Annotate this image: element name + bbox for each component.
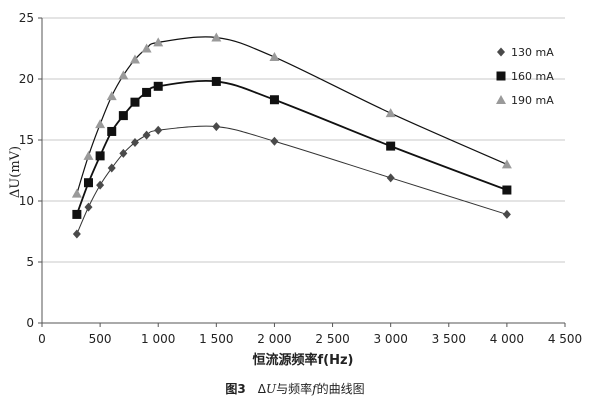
y-tick-label-4: 20 xyxy=(19,72,34,86)
caption-u-symbol: U xyxy=(265,382,277,396)
legend: 130 mA 160 mA 190 mA xyxy=(496,46,554,107)
legend-label-1: 160 mA xyxy=(511,70,554,83)
data-point-s2-8 xyxy=(211,32,222,42)
data-point-s1-11 xyxy=(502,185,512,195)
x-tick-label-7: 3 500 xyxy=(432,332,466,346)
data-point-s0-10 xyxy=(386,173,395,183)
caption-f-symbol: f xyxy=(312,382,317,396)
legend-marker-0 xyxy=(497,47,505,57)
x-tick-label-5: 2 500 xyxy=(315,332,349,346)
data-point-s2-11 xyxy=(501,159,512,169)
chart-background xyxy=(0,0,590,378)
data-point-s0-4 xyxy=(119,148,128,158)
legend-marker-2 xyxy=(496,95,506,104)
data-point-s1-1 xyxy=(83,178,93,188)
data-point-s0-11 xyxy=(502,209,511,219)
x-tick-label-4: 2 000 xyxy=(257,332,291,346)
data-point-s1-4 xyxy=(118,111,128,121)
data-point-s1-3 xyxy=(107,126,117,136)
data-point-s1-5 xyxy=(130,97,140,107)
data-point-s0-0 xyxy=(72,229,81,239)
data-point-s2-5 xyxy=(129,54,140,64)
x-tick-label-0: 0 xyxy=(38,332,46,346)
markers-layer xyxy=(71,32,512,239)
x-tick-label-6: 3 000 xyxy=(373,332,407,346)
caption-text-1: 与频率 xyxy=(276,382,313,396)
data-point-s1-6 xyxy=(142,87,152,97)
data-point-s2-7 xyxy=(153,37,164,47)
y-axis-label: ΔU(mV) xyxy=(8,146,23,198)
x-tick-label-8: 4 000 xyxy=(490,332,524,346)
y-tick-label-3: 15 xyxy=(19,133,34,147)
data-point-s1-8 xyxy=(211,76,221,86)
x-tick-label-1: 500 xyxy=(89,332,112,346)
caption-figure-number: 图3 xyxy=(225,382,246,396)
grid-layer xyxy=(42,17,565,263)
caption-text-2: 的曲线图 xyxy=(316,382,365,396)
tick-labels: 0 5 10 15 20 25 0 500 1 000 1 500 2 000 2 500 3 000 3… xyxy=(19,11,582,346)
caption-delta: Δ xyxy=(257,382,266,396)
data-point-s2-3 xyxy=(106,91,117,101)
data-point-s2-2 xyxy=(95,119,106,129)
data-point-s0-9 xyxy=(270,136,279,146)
data-point-s0-5 xyxy=(130,137,139,147)
y-tick-label-0: 0 xyxy=(26,316,34,330)
legend-marker-1 xyxy=(496,71,506,81)
figure-caption: 图3 ΔU与频率f的曲线图 xyxy=(0,380,590,397)
data-point-s1-7 xyxy=(153,81,163,91)
data-point-s1-2 xyxy=(95,151,105,161)
data-point-s0-6 xyxy=(142,130,151,140)
data-point-s0-1 xyxy=(84,202,93,212)
data-point-s2-0 xyxy=(71,188,82,198)
x-tick-label-3: 1 500 xyxy=(199,332,233,346)
data-point-s0-7 xyxy=(154,125,163,135)
data-point-s2-10 xyxy=(385,108,396,118)
data-point-s2-1 xyxy=(83,150,94,160)
legend-label-2: 190 mA xyxy=(511,94,554,107)
data-point-s0-3 xyxy=(107,163,116,173)
x-tick-label-2: 1 000 xyxy=(141,332,175,346)
data-point-s1-0 xyxy=(72,209,82,219)
data-point-s1-9 xyxy=(269,95,279,105)
axes-layer xyxy=(38,17,566,327)
data-point-s2-6 xyxy=(141,43,152,53)
data-point-s1-10 xyxy=(386,141,396,151)
x-axis-label: 恒流源频率f(Hz) xyxy=(253,352,354,368)
y-tick-label-1: 5 xyxy=(26,255,34,269)
legend-label-0: 130 mA xyxy=(511,46,554,59)
data-point-s0-2 xyxy=(96,180,105,190)
y-tick-label-2: 10 xyxy=(19,194,34,208)
data-point-s2-9 xyxy=(269,52,280,62)
data-point-s0-8 xyxy=(212,122,221,132)
data-point-s2-4 xyxy=(118,70,129,80)
x-tick-label-9: 4 500 xyxy=(548,332,582,346)
y-tick-label-5: 25 xyxy=(19,11,34,25)
